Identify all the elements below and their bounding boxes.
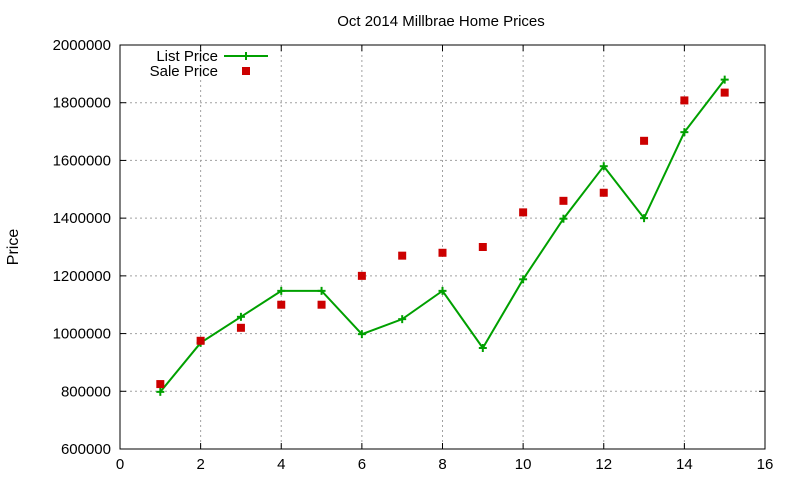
y-tick-label: 1200000 xyxy=(53,268,111,285)
sale-price-point xyxy=(196,336,205,345)
list-price-point xyxy=(236,312,245,321)
sale-price-point xyxy=(277,300,286,309)
sale-price-point xyxy=(599,188,608,197)
y-axis-title: Price xyxy=(5,229,22,266)
legend-marks xyxy=(224,52,268,75)
y-tick-label: 1800000 xyxy=(53,95,111,112)
sale-price-point xyxy=(720,88,729,97)
x-tick-label: 2 xyxy=(196,456,204,473)
sale-price-point xyxy=(640,136,649,145)
sale-price-point xyxy=(438,248,447,257)
y-tick-label: 1400000 xyxy=(53,210,111,227)
list-price-point xyxy=(478,344,487,352)
legend-list-price-marker xyxy=(242,52,250,60)
legend-sale-price-label: Sale Price xyxy=(150,63,218,80)
series-layer xyxy=(156,75,729,396)
list-price-point xyxy=(519,275,528,284)
sale-price-point xyxy=(357,271,366,280)
list-price-point xyxy=(438,286,447,295)
x-tick-label: 4 xyxy=(277,456,285,473)
x-tick-label: 6 xyxy=(358,456,366,473)
legend: List Price Sale Price xyxy=(150,48,268,80)
legend-sale-price-marker xyxy=(242,67,250,75)
list-price-point xyxy=(680,128,689,137)
list-price-point xyxy=(720,75,729,84)
x-tick-label: 8 xyxy=(438,456,446,473)
list-price-point xyxy=(156,387,165,396)
grid-layer xyxy=(120,45,765,449)
legend-list-price-label: List Price xyxy=(156,48,218,65)
sale-price-point xyxy=(317,300,326,309)
list-price-point xyxy=(559,214,568,223)
x-tick-label: 12 xyxy=(595,456,612,473)
chart-title: Oct 2014 Millbrae Home Prices xyxy=(337,13,545,30)
sale-price-point xyxy=(236,323,245,332)
y-tick-label: 800000 xyxy=(61,383,111,400)
sale-price-point xyxy=(398,251,407,260)
y-tick-label: 1000000 xyxy=(53,326,111,343)
list-price-point xyxy=(277,286,286,295)
sale-price-point xyxy=(559,196,568,205)
tick-layer: 0 2 4 6 8 10 12 14 16 600000 800000 1000000 1200000 1… xyxy=(53,37,774,473)
sale-price-point xyxy=(680,96,689,105)
sale-price-point xyxy=(478,243,487,251)
list-price-point xyxy=(317,286,326,295)
x-tick-label: 14 xyxy=(676,456,693,473)
sale-price-point xyxy=(519,208,528,217)
y-tick-label: 2000000 xyxy=(53,37,111,54)
y-tick-label: 600000 xyxy=(61,441,111,458)
x-tick-label: 10 xyxy=(515,456,532,473)
list-price-point xyxy=(599,162,608,171)
y-tick-label: 1600000 xyxy=(53,152,111,169)
sale-price-point xyxy=(156,380,165,389)
list-price-point xyxy=(640,214,649,223)
list-price-point xyxy=(398,315,407,324)
x-tick-label: 0 xyxy=(116,456,124,473)
x-tick-label: 16 xyxy=(757,456,774,473)
list-price-point xyxy=(357,330,366,339)
